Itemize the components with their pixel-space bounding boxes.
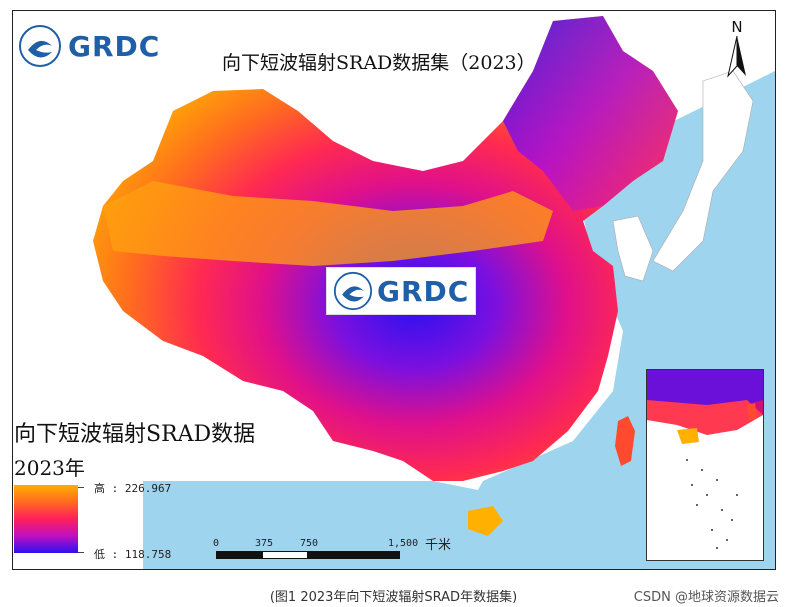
japan-land [652, 70, 754, 272]
legend-low-tick [78, 552, 84, 553]
scale-unit: 千米 [425, 538, 452, 553]
scale-label-375: 375 [255, 538, 274, 549]
figure-caption: (图1 2023年向下短波辐射SRAD年数据集) [269, 590, 518, 605]
grdc-emblem-icon [333, 271, 373, 311]
scale-label-1500: 1,500 [388, 538, 419, 549]
scale-segment [262, 551, 308, 559]
csdn-watermark: CSDN @地球资源数据云 [633, 590, 779, 605]
inset-map [647, 370, 763, 549]
legend-title: 向下短波辐射SRAD数据 [14, 422, 256, 447]
legend-high-label: 高 : 226.967 [94, 482, 172, 495]
grdc-watermark-logo: GRDC [326, 267, 477, 315]
scale-segment [216, 551, 262, 559]
grdc-emblem-icon [19, 25, 61, 67]
grdc-logo: GRDC [18, 24, 160, 68]
scale-label-750: 750 [300, 538, 319, 549]
taiwan-island [615, 416, 635, 466]
hainan-island [468, 506, 503, 536]
korea-land [612, 215, 654, 282]
map-canvas [13, 11, 775, 569]
legend-year: 2023年 [14, 456, 85, 480]
north-label: N [731, 18, 742, 36]
scale-label-0: 0 [213, 538, 220, 549]
north-arrow-icon: N [727, 18, 746, 78]
legend-high-tick [78, 487, 84, 488]
map-title: 向下短波辐射SRAD数据集（2023） [222, 52, 536, 74]
legend-color-ramp [14, 485, 78, 553]
northeast-region [503, 16, 678, 211]
legend-low-label: 低 : 118.758 [94, 548, 172, 561]
map-frame [12, 10, 776, 570]
grdc-logo-text: GRDC [68, 29, 161, 63]
south-sea [143, 481, 483, 569]
scale-segment [308, 551, 400, 559]
north-plateau [103, 181, 553, 266]
south-china-sea-inset [646, 369, 764, 561]
grdc-logo-text: GRDC [377, 274, 470, 308]
